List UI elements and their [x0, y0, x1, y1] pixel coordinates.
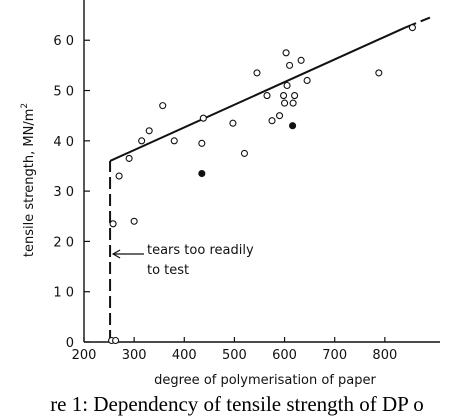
x-tick-label: 300 [122, 348, 147, 363]
y-tick-labels: 0 1 0 2 0 3 0 4 0 5 0 6 0 [53, 34, 74, 351]
data-point-open [170, 137, 178, 145]
data-point-open [282, 49, 290, 57]
x-tick-label: 500 [222, 348, 247, 363]
data-point-open [281, 99, 289, 107]
data-point-open [375, 69, 383, 77]
fit-lines [109, 16, 431, 342]
axes [83, 0, 440, 343]
x-tick-label: 200 [72, 348, 97, 363]
y-axis-label-superscript: 2 [20, 103, 30, 109]
figure-caption: re 1: Dependency of tensile strength of … [50, 392, 424, 416]
annotation-line-2: to test [147, 263, 189, 278]
data-point-open [145, 127, 153, 135]
data-point-open [280, 92, 288, 100]
annotation-arrowhead [111, 249, 121, 259]
x-tick-label: 400 [172, 348, 197, 363]
data-point-filled [198, 169, 206, 178]
annotation-line-1: tears too readily [147, 243, 254, 258]
y-tick-label: 5 0 [53, 85, 74, 100]
data-point-open [263, 92, 271, 100]
data-point-open [130, 217, 138, 225]
data-point-open [303, 76, 311, 85]
data-point-open [112, 336, 120, 345]
data-point-open [199, 114, 207, 122]
x-tick-label: 600 [272, 348, 297, 363]
data-point-open [159, 102, 167, 110]
data-point-open [115, 172, 123, 180]
data-point-open [125, 154, 133, 162]
y-tick-label: 6 0 [53, 34, 74, 49]
x-tick-labels: 200 300 400 500 600 700 800 [72, 348, 398, 363]
data-point-open [291, 92, 299, 100]
fit-line-dashed [404, 16, 431, 29]
data-point-open [138, 137, 146, 145]
chart: 200 300 400 500 600 700 800 0 1 0 2 0 3 0 4 0 5 0 6 … [20, 0, 440, 388]
y-tick-label: 1 0 [53, 286, 74, 301]
data-point-open [286, 61, 294, 69]
data-point-filled [289, 122, 297, 130]
y-tick-label: 0 [66, 336, 74, 351]
annotation: tears too readily to test [111, 243, 254, 278]
data-point-open [253, 69, 261, 77]
data-point-open [289, 99, 297, 107]
y-axis-label: tensile strength, MN/m2 [20, 103, 37, 257]
data-point-open [198, 139, 206, 147]
fit-line-solid [109, 26, 406, 162]
y-axis-label-main: tensile strength, MN/m [22, 109, 37, 257]
y-tick-label: 2 0 [53, 235, 74, 250]
x-tick-label: 700 [322, 348, 347, 363]
data-point-open [268, 117, 276, 125]
data-point-open [240, 149, 249, 157]
x-tick-label: 800 [372, 348, 397, 363]
data-point-open [408, 24, 416, 32]
data-point-open [297, 56, 305, 64]
data-point-open [109, 220, 117, 228]
data-points [108, 24, 416, 345]
y-tick-label: 4 0 [53, 135, 74, 150]
data-point-open [283, 81, 291, 90]
data-point-open [275, 112, 284, 120]
data-point-open [229, 119, 237, 127]
y-tick-label: 3 0 [53, 185, 74, 200]
x-axis-label: degree of polymerisation of paper [154, 373, 376, 388]
